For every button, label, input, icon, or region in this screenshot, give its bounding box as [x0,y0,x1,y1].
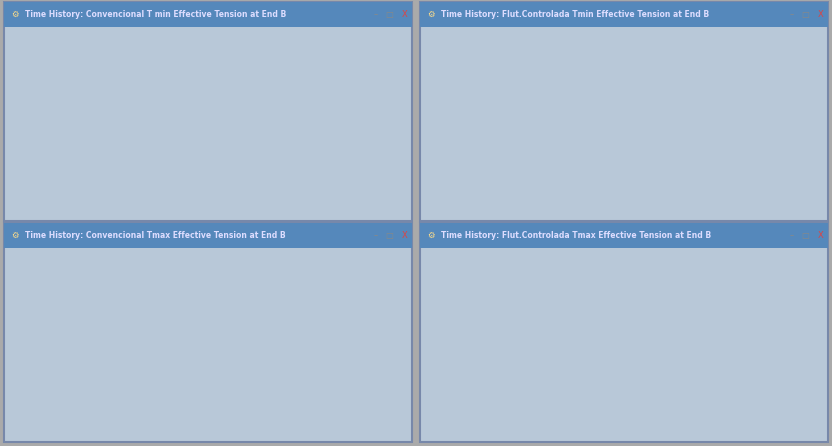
Text: ⚙: ⚙ [427,231,434,240]
Text: □: □ [801,231,809,240]
Text: □: □ [385,10,393,19]
Y-axis label: Convencional Tmax Effective Tension (kN) at End B: Convencional Tmax Effective Tension (kN)… [46,247,52,417]
Text: –: – [790,231,794,240]
Text: Time History: Flut.Controlada Tmax Effective Tension at End B: Time History: Flut.Controlada Tmax Effec… [441,231,711,240]
Text: X: X [818,10,824,19]
Text: –: – [790,10,794,19]
X-axis label: Time (s): Time (s) [636,213,673,222]
X-axis label: Time (s): Time (s) [220,213,257,222]
Text: –: – [374,231,378,240]
Text: X: X [402,10,408,19]
Text: X: X [818,231,824,240]
Y-axis label: Convencional T min Effective Tension (kN) at End B: Convencional T min Effective Tension (kN… [41,26,47,197]
Y-axis label: Flut.Controlada Tmax Effective Tension (kN) at End B: Flut.Controlada Tmax Effective Tension (… [462,244,468,421]
Text: ⚙: ⚙ [11,10,18,19]
Text: Time History: Flut.Controlada Tmin Effective Tension at End B: Time History: Flut.Controlada Tmin Effec… [441,10,709,19]
Text: □: □ [385,231,393,240]
X-axis label: Time (s): Time (s) [220,434,257,442]
Text: ⚙: ⚙ [427,10,434,19]
X-axis label: Time (s): Time (s) [636,434,673,442]
Y-axis label: Flut.Controlada Tmin Effective Tension (kN) at End B: Flut.Controlada Tmin Effective Tension (… [457,24,463,199]
Text: –: – [374,10,378,19]
Text: X: X [402,231,408,240]
Text: Time History: Convencional T min Effective Tension at End B: Time History: Convencional T min Effecti… [25,10,286,19]
Text: ⚙: ⚙ [11,231,18,240]
Text: □: □ [801,10,809,19]
Text: Time History: Convencional Tmax Effective Tension at End B: Time History: Convencional Tmax Effectiv… [25,231,285,240]
